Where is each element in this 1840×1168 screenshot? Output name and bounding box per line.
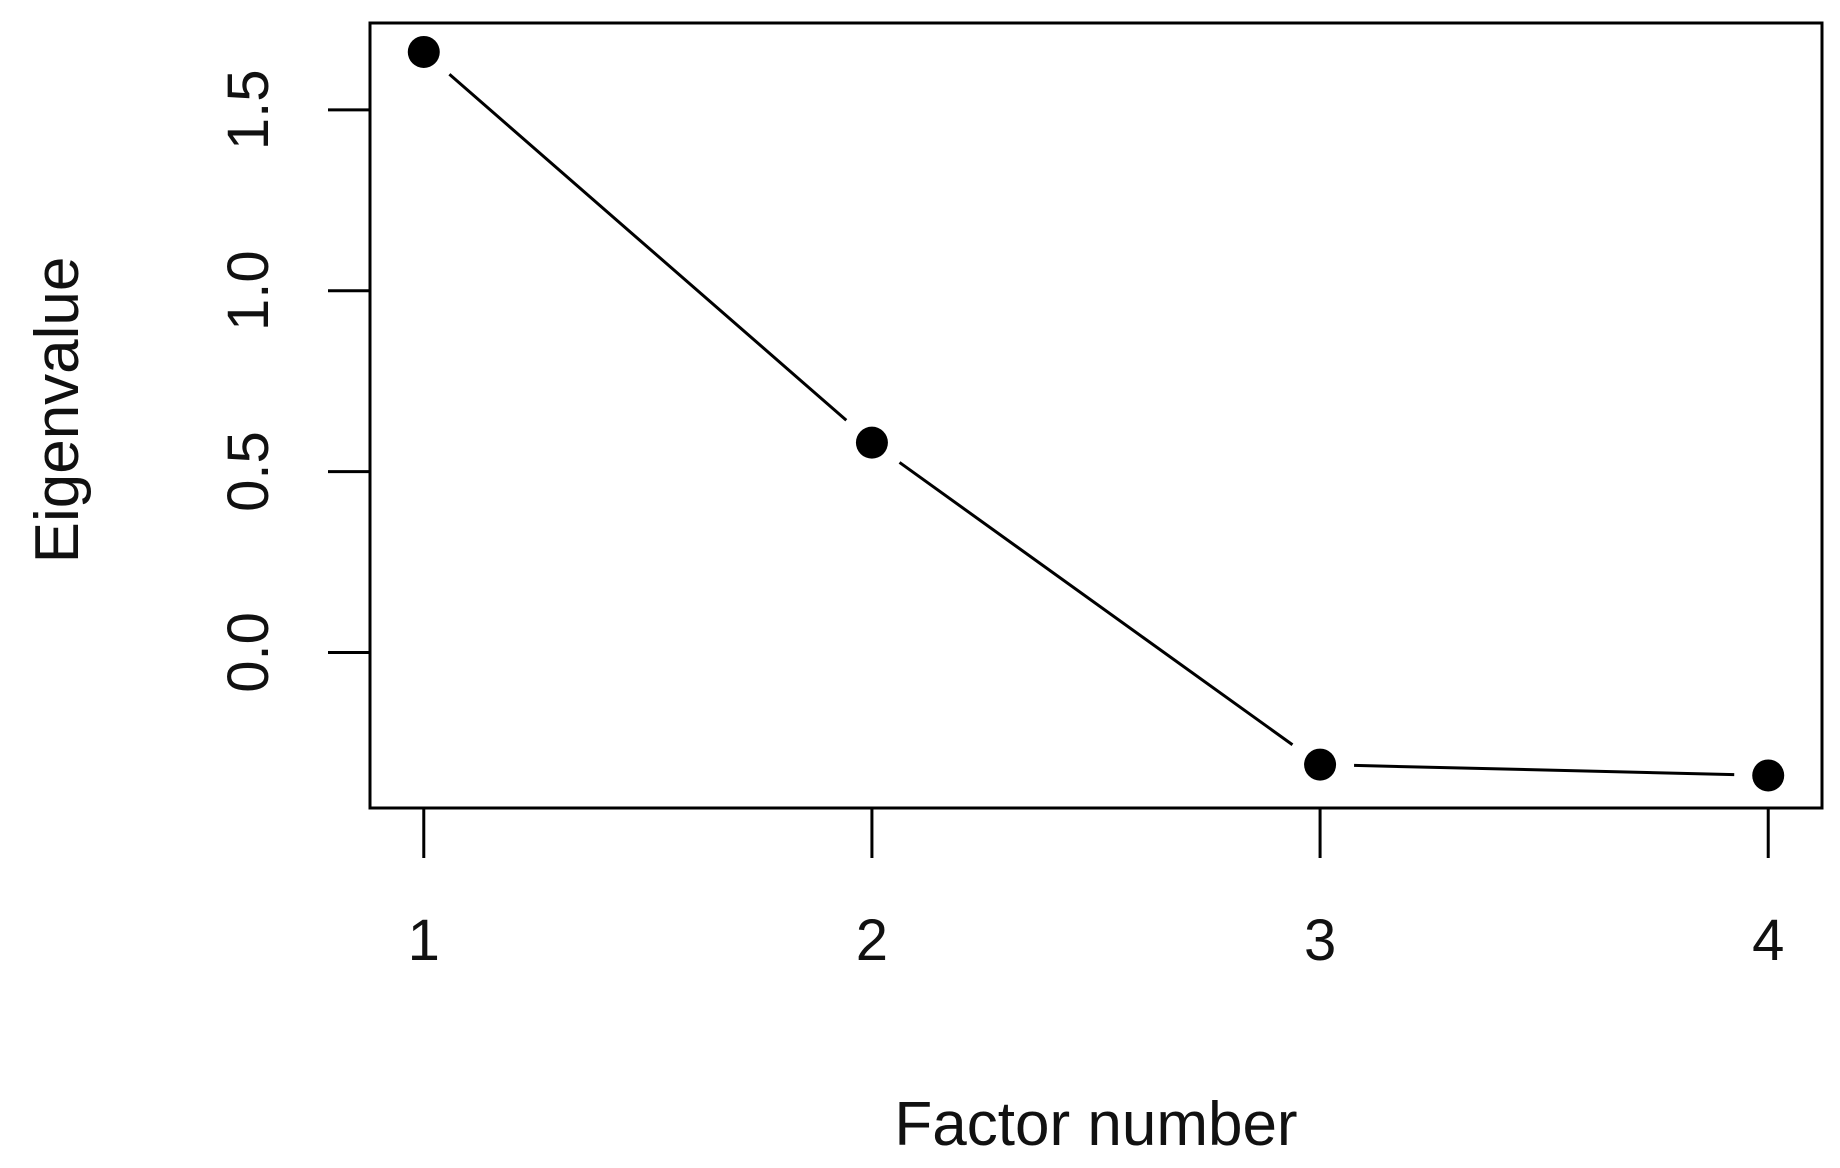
series-layer	[407, 35, 1785, 792]
x-tick-label: 3	[1304, 908, 1336, 973]
data-point	[1304, 748, 1337, 781]
x-axis-title: Factor number	[894, 1090, 1297, 1159]
y-axis: 0.0 0.5 1.0 1.5	[216, 69, 370, 693]
y-tick-label: 1.5	[216, 69, 281, 150]
y-tick-label: 1.0	[216, 250, 281, 331]
x-tick-label: 1	[408, 908, 440, 973]
data-point	[407, 35, 440, 68]
series-segment	[448, 73, 848, 422]
series-segment	[898, 461, 1294, 746]
x-tick-label: 2	[856, 908, 888, 973]
data-point	[855, 426, 888, 459]
y-axis-title: Eigenvalue	[23, 257, 92, 564]
x-axis: 1 2 3 4	[408, 808, 1784, 973]
x-tick-label: 4	[1752, 908, 1784, 973]
y-tick-label: 0.0	[216, 612, 281, 693]
data-point	[1752, 759, 1785, 792]
series-segment	[1354, 763, 1735, 777]
y-tick-label: 0.5	[216, 431, 281, 512]
plot-frame	[368, 21, 1824, 810]
